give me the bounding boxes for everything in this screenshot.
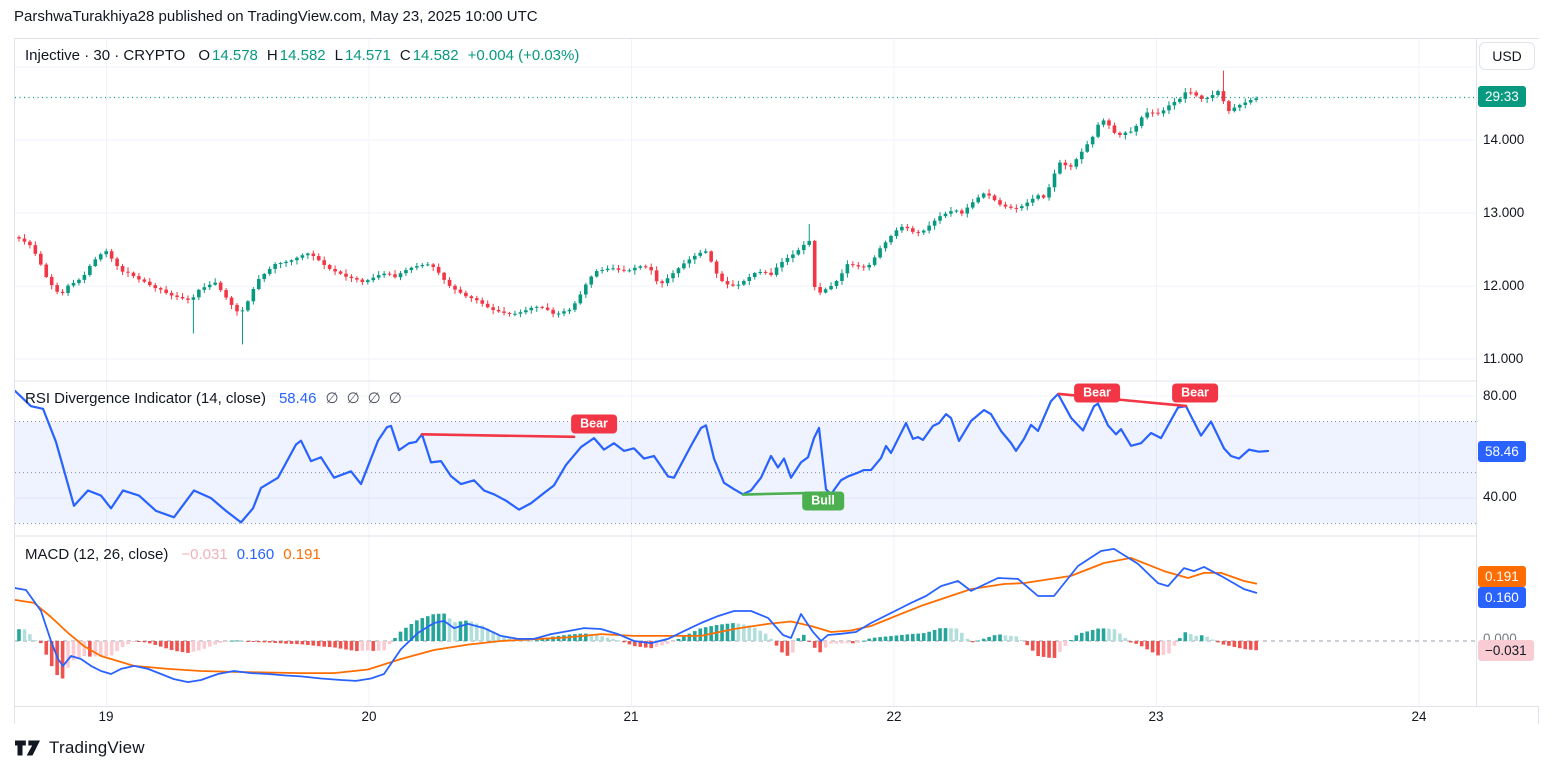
legend-item: ∅ bbox=[325, 390, 339, 407]
scale-label: 80.00 bbox=[1483, 388, 1517, 403]
legend-item: O bbox=[198, 47, 211, 64]
rsi-value-badge: 58.46 bbox=[1478, 440, 1526, 462]
time-axis-label: 21 bbox=[623, 709, 639, 724]
legend-item: −0.031 bbox=[181, 546, 228, 563]
legend-item: 14.582 bbox=[279, 47, 326, 64]
legend-item: ∅ bbox=[388, 390, 402, 407]
macd-signal-badge: 0.191 bbox=[1478, 565, 1526, 587]
published-line: ParshwaTurakhiya28 published on TradingV… bbox=[14, 8, 538, 25]
time-axis-label: 19 bbox=[98, 709, 114, 724]
rsi-legend: RSI Divergence Indicator (14, close) 58.4… bbox=[25, 389, 410, 407]
time-axis-label: 20 bbox=[361, 709, 377, 724]
legend-item: 0.160 bbox=[236, 546, 275, 563]
legend-item: RSI Divergence Indicator (14, close) bbox=[25, 390, 266, 407]
tradingview-logo-icon[interactable] bbox=[14, 738, 41, 758]
legend-item: 14.582 bbox=[412, 47, 459, 64]
time-axis[interactable]: 19 20 21 22 23 24 bbox=[15, 706, 1538, 725]
legend-item: ∅ bbox=[367, 390, 381, 407]
price-legend: Injective · 30 · CRYPTO O 14.578 H 14.582 L 14… bbox=[25, 47, 588, 64]
legend-item: C bbox=[399, 47, 411, 64]
macd-hist-badge: −0.031 bbox=[1478, 639, 1534, 661]
chart-box: Injective · 30 · CRYPTO O 14.578 H 14.582 L 14… bbox=[14, 38, 1539, 725]
scale-label: 12.000 bbox=[1483, 278, 1525, 293]
chart-canvas[interactable] bbox=[15, 39, 1476, 706]
legend-item: L bbox=[334, 47, 343, 64]
time-axis-label: 24 bbox=[1411, 709, 1427, 724]
legend-item: 14.571 bbox=[344, 47, 391, 64]
footer: TradingView bbox=[14, 738, 145, 758]
price-axis[interactable]: USD 14.000 13.000 12.000 11.000 80.00 40.00 0.… bbox=[1476, 39, 1539, 706]
tradingview-brand-text: TradingView bbox=[49, 738, 145, 757]
legend-item: 58.46 bbox=[278, 390, 317, 407]
currency-button[interactable]: USD bbox=[1479, 42, 1535, 70]
macd-value-badge: 0.160 bbox=[1478, 586, 1526, 608]
scale-label: 40.00 bbox=[1483, 489, 1517, 504]
scale-label: 13.000 bbox=[1483, 205, 1525, 220]
time-axis-label: 23 bbox=[1148, 709, 1164, 724]
scale-label: 11.000 bbox=[1483, 351, 1524, 366]
macd-legend: MACD (12, 26, close) −0.031 0.160 0.191 bbox=[25, 546, 330, 563]
time-axis-label: 22 bbox=[886, 709, 902, 724]
legend-item: H bbox=[266, 47, 278, 64]
legend-item: MACD (12, 26, close) bbox=[25, 546, 169, 563]
legend-item: +0.004 (+0.03%) bbox=[467, 47, 580, 64]
countdown-badge: 29:33 bbox=[1478, 85, 1526, 107]
legend-item: 14.578 bbox=[212, 47, 258, 64]
legend-item: 0.191 bbox=[283, 546, 321, 563]
legend-item: ∅ bbox=[346, 390, 360, 407]
scale-label: 14.000 bbox=[1483, 132, 1525, 147]
legend-item: Injective · 30 · CRYPTO bbox=[25, 47, 186, 64]
